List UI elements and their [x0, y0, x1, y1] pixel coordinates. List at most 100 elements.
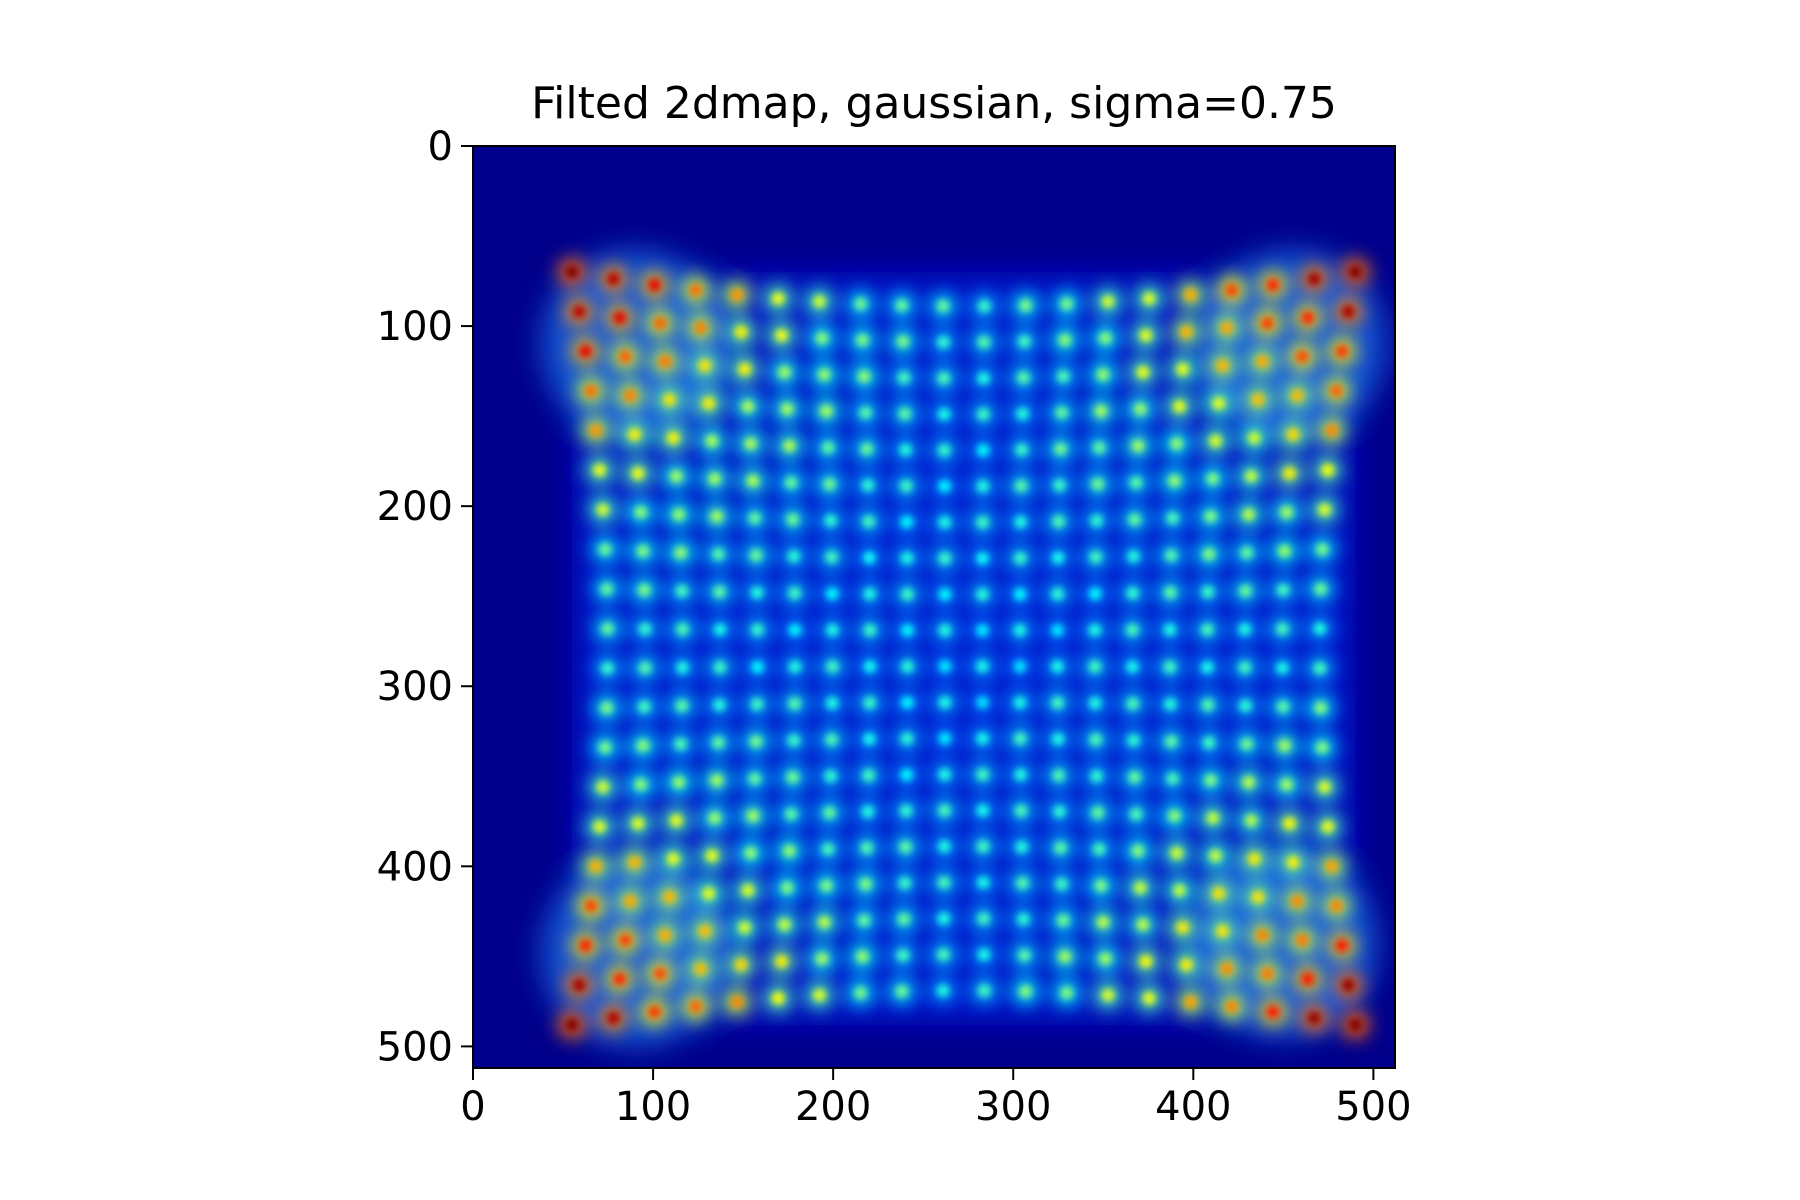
heatmap-spot	[1307, 1011, 1321, 1025]
heatmap-spot	[1163, 623, 1177, 637]
heatmap-spot	[1301, 972, 1315, 986]
heatmap-spot	[788, 586, 802, 600]
x-axis: 0 100 200 300 400 500	[460, 1068, 1412, 1130]
y-tick-label: 400	[377, 844, 453, 890]
heatmap-spot	[601, 661, 615, 675]
heatmap-spot	[730, 995, 744, 1009]
heatmap-spot	[1136, 365, 1150, 379]
heatmap-spot	[1280, 778, 1294, 792]
heatmap-spot	[694, 321, 708, 335]
heatmap-spot	[900, 732, 914, 746]
heatmap-spot	[819, 879, 833, 893]
heatmap-spot	[1016, 371, 1030, 385]
heatmap-spot	[636, 739, 650, 753]
heatmap-spot	[1238, 622, 1252, 636]
heatmap-spot	[675, 699, 689, 713]
heatmap-spot	[1013, 551, 1027, 565]
heatmap-spot	[734, 325, 748, 339]
heatmap-spot	[647, 1005, 661, 1019]
heatmap-spot	[589, 859, 603, 873]
heatmap-spot	[1209, 849, 1223, 863]
heatmap-spot	[786, 770, 800, 784]
heatmap-spot	[775, 328, 789, 342]
heatmap-spot	[1133, 881, 1147, 895]
heatmap-spot	[565, 1018, 579, 1032]
heatmap-spot	[572, 978, 586, 992]
heatmap-spot	[936, 299, 950, 313]
heatmap-spot	[1201, 585, 1215, 599]
heatmap-spot	[1089, 550, 1103, 564]
heatmap-spot	[1167, 474, 1181, 488]
heatmap-spot	[1163, 697, 1177, 711]
heatmap-spot	[854, 297, 868, 311]
heatmap-spot	[1325, 424, 1339, 438]
heatmap-spot	[1164, 548, 1178, 562]
heatmap-spot	[976, 479, 990, 493]
heatmap-spot	[817, 368, 831, 382]
heatmap-spot	[815, 952, 829, 966]
heatmap-spot	[1094, 879, 1108, 893]
heatmap-spot	[744, 846, 758, 860]
heatmap-spot	[1206, 472, 1220, 486]
heatmap-spot	[711, 736, 725, 750]
heatmap-spot	[708, 811, 722, 825]
heatmap-spot	[1290, 389, 1304, 403]
heatmap-spot	[856, 950, 870, 964]
heatmap-spot	[976, 443, 990, 457]
heatmap-spot	[1244, 469, 1258, 483]
heatmap-spot	[1202, 736, 1216, 750]
heatmap-spot	[861, 478, 875, 492]
heatmap-spot	[1239, 699, 1253, 713]
heatmap-spot	[897, 912, 911, 926]
heatmap-spot	[1247, 852, 1261, 866]
heatmap-spot	[1098, 331, 1112, 345]
heatmap-spot	[1225, 1000, 1239, 1014]
heatmap-spot	[862, 514, 876, 528]
heatmap-spot	[666, 852, 680, 866]
heatmap-spot	[702, 886, 716, 900]
heatmap-spot	[675, 584, 689, 598]
x-tick-label: 400	[1155, 1084, 1231, 1130]
heatmap-spot	[938, 804, 952, 818]
heatmap-spot	[1315, 542, 1329, 556]
heatmap-spot	[937, 407, 951, 421]
heatmap-spot	[1052, 768, 1066, 782]
heatmap-spot	[1170, 437, 1184, 451]
heatmap-spot	[1321, 463, 1335, 477]
heatmap-spot	[1295, 350, 1309, 364]
heatmap-spot	[778, 918, 792, 932]
heatmap-spot	[1266, 1005, 1280, 1019]
heatmap-spot	[787, 549, 801, 563]
heatmap-spot	[1088, 660, 1102, 674]
heatmap-spot	[859, 877, 873, 891]
y-axis: 0 100 200 300 400 500	[377, 124, 473, 1070]
heatmap-spot	[825, 550, 839, 564]
heatmap-spot	[812, 295, 826, 309]
heatmap-spot	[784, 807, 798, 821]
heatmap-spot	[1240, 546, 1254, 560]
heatmap-spot	[741, 883, 755, 897]
heatmap-spot	[936, 984, 950, 998]
heatmap-spot	[936, 948, 950, 962]
heatmap-spot	[1016, 912, 1030, 926]
heatmap-spot	[976, 840, 990, 854]
heatmap-spot	[1142, 991, 1156, 1005]
heatmap-spot	[606, 1011, 620, 1025]
heatmap-area	[473, 146, 1395, 1068]
heatmap-spot	[1019, 298, 1033, 312]
heatmap-spot	[647, 278, 661, 292]
heatmap-spot	[634, 505, 648, 519]
heatmap-spot	[744, 437, 758, 451]
heatmap-spot	[863, 696, 877, 710]
heatmap-spot	[1255, 928, 1269, 942]
heatmap-spot	[606, 272, 620, 286]
x-tick-label: 500	[1335, 1084, 1411, 1130]
heatmap-spot	[738, 362, 752, 376]
heatmap-spot	[1167, 809, 1181, 823]
heatmap-spot	[1242, 508, 1256, 522]
heatmap-spot	[976, 407, 990, 421]
heatmap-spot	[1060, 297, 1074, 311]
heatmap-spot	[1060, 986, 1074, 1000]
heatmap-spot	[938, 695, 952, 709]
